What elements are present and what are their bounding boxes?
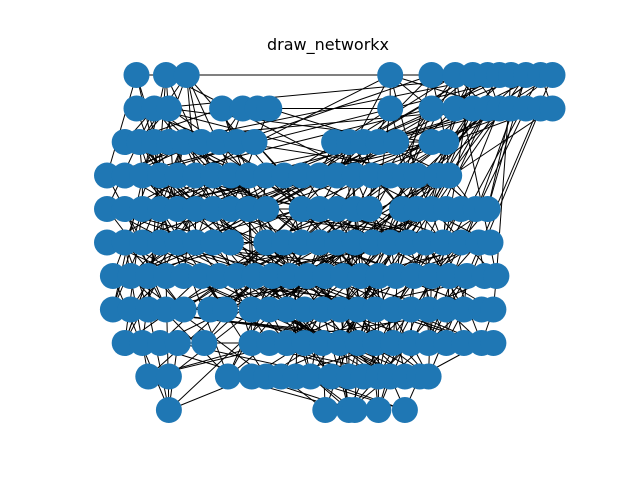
graph-node [209, 95, 236, 122]
graph-node [155, 363, 182, 390]
graph-node [297, 363, 324, 390]
graph-node [291, 330, 318, 356]
graph-edge [404, 74, 432, 176]
graph-node [480, 330, 507, 356]
graph-edge [377, 108, 500, 411]
graph-edge [165, 74, 214, 176]
graph-node [403, 162, 430, 189]
graph-edge [201, 275, 406, 377]
graph-node [173, 62, 200, 88]
graph-node [356, 196, 383, 222]
graph-edge [431, 108, 489, 210]
graph-node [418, 95, 445, 122]
graph-edge [413, 175, 438, 277]
graph-node [418, 62, 445, 88]
graph-node [483, 263, 510, 289]
graph-node [341, 397, 368, 423]
graph-node [214, 363, 241, 390]
graph-edge [168, 74, 553, 377]
graph-edge [354, 175, 397, 277]
graph-edge [186, 74, 196, 176]
graph-edge [147, 309, 170, 411]
graph-node [380, 330, 407, 356]
graph-node [477, 229, 504, 256]
graph-node [377, 62, 404, 88]
graph-edge [377, 74, 542, 377]
graph-node [433, 129, 460, 155]
graph-node [383, 129, 410, 155]
graph-node [256, 95, 283, 122]
graph-node [217, 229, 244, 256]
graph-node [241, 129, 268, 155]
graph-edge [354, 208, 359, 310]
graph-edge [428, 275, 432, 377]
graph-node [391, 397, 418, 423]
graph-edge [431, 108, 456, 210]
graph-node [377, 95, 404, 122]
graph-edge [407, 242, 447, 344]
graph-edge [389, 74, 512, 176]
graph-node [135, 363, 162, 390]
graph-node [253, 196, 280, 222]
graph-edge [130, 275, 267, 377]
graph-node [312, 397, 339, 423]
node-layer [94, 62, 566, 423]
graph-node [380, 296, 407, 323]
graph-edge [265, 175, 362, 277]
graph-node [365, 397, 392, 423]
graph-node [123, 62, 150, 88]
graph-edge [183, 275, 420, 377]
graph-edge [254, 175, 267, 277]
graph-node [539, 95, 566, 122]
graph-edge [339, 208, 418, 310]
graph-edge [336, 242, 359, 344]
graph-edge [286, 242, 391, 344]
graph-node [436, 162, 463, 189]
graph-edge [183, 175, 196, 277]
graph-edge [106, 74, 137, 176]
graph-node [170, 296, 197, 323]
graph-edge [159, 208, 226, 310]
graph-edge [136, 74, 161, 176]
graph-edge [200, 275, 267, 377]
graph-edge [159, 175, 167, 277]
graph-node [474, 196, 501, 222]
graph-edge [124, 108, 512, 210]
graph-edge [130, 275, 229, 377]
graph-node [153, 62, 179, 88]
graph-node [539, 62, 566, 88]
graph-edge [124, 242, 267, 344]
graph-node [155, 397, 182, 423]
graph-node [155, 95, 182, 122]
graph-edge [389, 74, 418, 176]
graph-node [415, 363, 442, 390]
graph-node [164, 330, 191, 356]
graph-node [480, 296, 507, 323]
graph-node [291, 296, 318, 323]
graph-edge [142, 242, 429, 344]
graph-node [191, 330, 218, 356]
graph-node [212, 296, 238, 323]
graph-edge [153, 108, 267, 210]
plot-title: draw_networkx [267, 35, 389, 55]
graph-edge [106, 108, 155, 210]
